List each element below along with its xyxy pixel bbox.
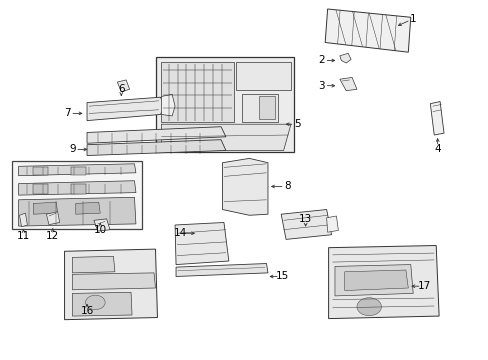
Polygon shape [175, 222, 228, 265]
Polygon shape [94, 219, 110, 231]
Polygon shape [72, 292, 132, 316]
Polygon shape [339, 53, 350, 63]
Polygon shape [19, 181, 136, 195]
Circle shape [356, 298, 381, 316]
Polygon shape [339, 77, 356, 91]
Polygon shape [325, 9, 410, 52]
Polygon shape [72, 256, 115, 273]
Text: 14: 14 [173, 228, 186, 238]
Polygon shape [161, 94, 175, 116]
Polygon shape [19, 164, 136, 176]
Polygon shape [33, 202, 58, 214]
Polygon shape [87, 127, 225, 143]
Polygon shape [326, 216, 338, 232]
Polygon shape [328, 246, 438, 319]
Polygon shape [71, 184, 85, 194]
Text: 5: 5 [293, 119, 300, 129]
Polygon shape [334, 265, 412, 296]
Text: 7: 7 [64, 108, 71, 118]
Text: 12: 12 [46, 231, 60, 241]
Polygon shape [87, 140, 225, 156]
Bar [235, 62, 290, 90]
Text: 4: 4 [433, 144, 440, 154]
Text: 8: 8 [284, 181, 290, 192]
Polygon shape [72, 273, 155, 290]
Text: 15: 15 [275, 271, 289, 282]
Text: 10: 10 [94, 225, 106, 235]
Bar [161, 62, 233, 122]
Polygon shape [46, 212, 60, 225]
Polygon shape [33, 167, 48, 175]
Polygon shape [281, 210, 331, 239]
Text: 2: 2 [318, 55, 325, 66]
Polygon shape [19, 197, 136, 226]
Polygon shape [87, 97, 165, 121]
Text: 3: 3 [318, 81, 325, 91]
Polygon shape [71, 167, 85, 175]
Polygon shape [76, 202, 100, 214]
Text: 9: 9 [69, 144, 76, 154]
Text: 16: 16 [80, 306, 94, 316]
Polygon shape [33, 184, 48, 194]
Bar [12, 161, 142, 229]
Polygon shape [117, 80, 129, 92]
Circle shape [85, 295, 105, 310]
Text: 13: 13 [298, 214, 312, 224]
Text: 17: 17 [417, 281, 430, 291]
Polygon shape [20, 213, 27, 227]
Bar [259, 96, 274, 119]
Bar [242, 94, 277, 122]
Polygon shape [222, 158, 267, 215]
Text: 6: 6 [118, 84, 124, 94]
Text: 11: 11 [17, 231, 30, 241]
Text: 1: 1 [409, 14, 416, 24]
Polygon shape [344, 270, 407, 291]
Polygon shape [176, 264, 267, 276]
Polygon shape [429, 102, 443, 135]
Polygon shape [64, 249, 157, 320]
Polygon shape [161, 124, 290, 150]
Bar [155, 57, 294, 152]
